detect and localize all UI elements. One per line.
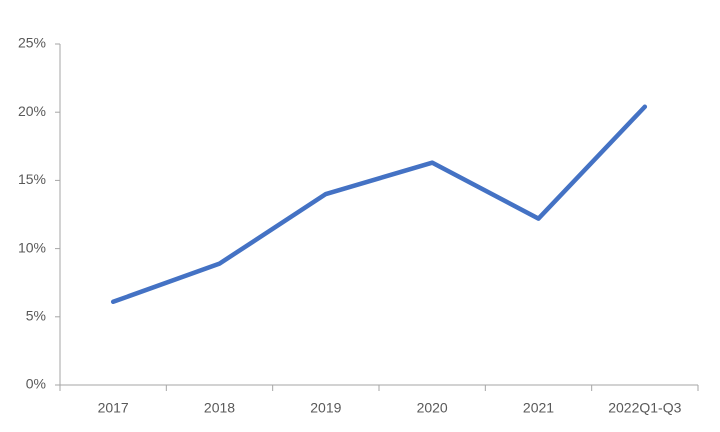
x-tick-label: 2022Q1-Q3	[608, 400, 681, 416]
y-tick-label: 10%	[18, 239, 46, 255]
y-tick-label: 0%	[26, 376, 46, 392]
y-tick-label: 15%	[18, 171, 46, 187]
x-tick-label: 2017	[98, 400, 129, 416]
y-tick-label: 20%	[18, 103, 46, 119]
x-tick-label: 2021	[523, 400, 554, 416]
x-tick-label: 2018	[204, 400, 235, 416]
data-line	[110, 104, 648, 305]
y-tick-label: 25%	[18, 35, 46, 51]
y-tick-label: 5%	[26, 308, 46, 324]
x-tick-label: 2019	[310, 400, 341, 416]
x-tick-label: 2020	[417, 400, 448, 416]
